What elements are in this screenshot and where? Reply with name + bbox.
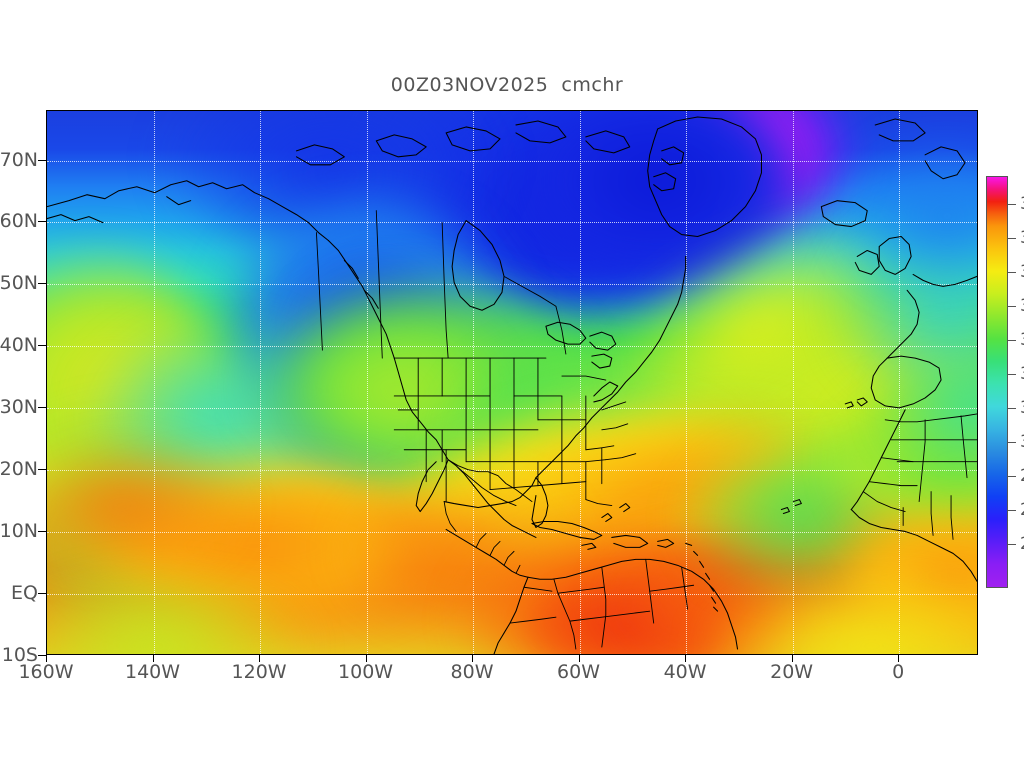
colorbar-tick	[1008, 237, 1016, 239]
gridline-lat	[47, 470, 977, 472]
x-tick	[791, 655, 793, 662]
y-tick	[38, 469, 46, 471]
colorbar-tick	[1008, 306, 1016, 308]
gridline-lat	[47, 346, 977, 348]
gridline-lon	[579, 111, 581, 654]
colorbar-tick	[1008, 544, 1016, 546]
colorbar-tick	[1008, 476, 1016, 478]
gridline-lon	[260, 111, 262, 654]
y-tick	[38, 283, 46, 285]
colorbar-tick-label: 336	[1020, 330, 1024, 350]
colorbar-tick-label: 306	[1020, 432, 1024, 452]
y-tick-label: 20N	[0, 458, 38, 481]
x-tick-label: 40W	[663, 661, 707, 683]
y-tick	[38, 655, 46, 656]
y-tick-label: 30N	[0, 396, 38, 419]
colorbar-tick	[1008, 510, 1016, 512]
y-tick-label: 10N	[0, 520, 38, 543]
x-tick	[578, 655, 580, 662]
colorbar-tick-label: 276	[1020, 534, 1024, 554]
colorbar-tick-label: 327	[1020, 364, 1024, 384]
colorbar-tick-label: 345	[1020, 296, 1024, 316]
y-tick-label: 70N	[0, 148, 38, 171]
gridline-lat	[47, 532, 977, 534]
y-tick	[38, 221, 46, 223]
gridline-lat	[47, 222, 977, 224]
x-tick	[152, 655, 154, 662]
x-tick	[472, 655, 474, 662]
x-tick-label: 160W	[18, 661, 74, 683]
gridline-lon	[153, 111, 155, 654]
x-tick	[46, 655, 47, 662]
x-tick-label: 0	[892, 661, 905, 683]
gridline-lon	[473, 111, 475, 654]
x-tick-label: 120W	[231, 661, 287, 683]
x-tick	[685, 655, 687, 662]
gridline-lat	[47, 160, 977, 162]
y-tick	[38, 345, 46, 347]
y-tick	[38, 159, 46, 161]
x-tick	[259, 655, 261, 662]
coastline-overlay	[47, 111, 977, 654]
map-gridlines	[47, 111, 977, 654]
colorbar-tick	[1008, 339, 1016, 341]
colorbar-tick-label: 315	[1020, 398, 1024, 418]
thetae-anomaly-layer	[47, 111, 977, 654]
colorbar-tick-label: 354	[1020, 262, 1024, 282]
colorbar	[986, 176, 1008, 588]
colorbar-tick	[1008, 407, 1016, 409]
gridline-lon	[899, 111, 901, 654]
colorbar-tick	[1008, 204, 1016, 206]
title-line-model: 00Z03NOV2025 cmchr	[390, 74, 624, 96]
colorbar-gradient	[986, 176, 1008, 588]
gridline-lat	[47, 408, 977, 410]
x-tick	[365, 655, 367, 662]
gridline-lon	[792, 111, 794, 654]
colorbar-tick-label: 297	[1020, 466, 1024, 486]
x-tick	[898, 655, 900, 662]
colorbar-tick	[1008, 271, 1016, 273]
colorbar-tick-label: 375	[1020, 194, 1024, 214]
x-tick-label: 100W	[338, 661, 394, 683]
y-tick-label: 50N	[0, 272, 38, 295]
y-tick-label: 60N	[0, 210, 38, 233]
x-tick-label: 140W	[124, 661, 181, 683]
colorbar-tick-label: 288	[1020, 500, 1024, 520]
y-tick-label: 10S	[1, 644, 38, 666]
gridline-lon	[366, 111, 368, 654]
colorbar-tick-label: 366	[1020, 228, 1024, 248]
y-tick-label: 40N	[0, 334, 38, 357]
gridline-lat	[47, 594, 977, 596]
y-tick	[38, 593, 46, 595]
x-tick-label: 60W	[557, 661, 601, 683]
y-tick-label: EQ	[11, 582, 38, 605]
colorbar-tick	[1008, 442, 1016, 444]
colorbar-tick	[1008, 374, 1016, 376]
gridline-lat	[47, 284, 977, 286]
y-tick	[38, 407, 46, 409]
gridline-lon	[686, 111, 688, 654]
map-plot-area	[46, 110, 978, 655]
y-tick	[38, 531, 46, 533]
x-tick-label: 20W	[770, 661, 814, 683]
x-tick-label: 80W	[450, 661, 494, 683]
